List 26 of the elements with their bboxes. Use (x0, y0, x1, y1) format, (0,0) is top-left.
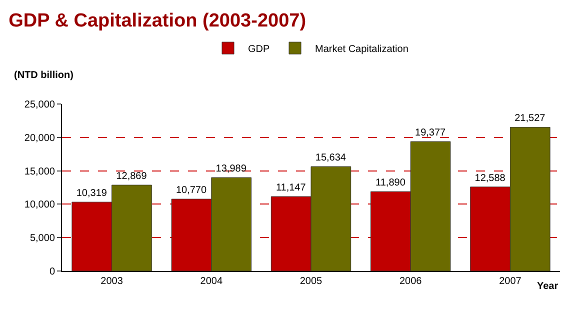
y-tick-label: 15,000 (24, 166, 56, 178)
data-label: 12,588 (474, 172, 506, 184)
x-tick-label: 2005 (300, 276, 323, 287)
data-label: 10,770 (176, 185, 207, 196)
data-label: 12,869 (116, 171, 148, 182)
x-tick-label: 2007 (499, 276, 522, 287)
legend-label: GDP (248, 44, 270, 55)
legend-label: Market Capitalization (315, 44, 408, 55)
y-axis-title: (NTD billion) (14, 70, 74, 81)
y-tick-label: 20,000 (24, 132, 56, 144)
x-tick-label: 2006 (399, 276, 422, 287)
x-axis-title: Year (537, 281, 558, 292)
data-label: 11,147 (276, 182, 306, 194)
data-label: 11,890 (376, 178, 406, 189)
data-label: 13,989 (216, 164, 247, 175)
data-label: 10,319 (76, 188, 108, 200)
y-tick-label: 10,000 (24, 200, 56, 211)
y-tick-label: 0 (49, 266, 56, 278)
y-tick-label: 25,000 (24, 100, 56, 110)
data-label: 19,377 (415, 128, 446, 139)
x-tick-label: 2004 (200, 276, 223, 287)
chart-title: GDP & Capitalization (2003-2007) (8, 10, 306, 32)
data-label: 15,634 (315, 152, 346, 164)
x-tick-label: 2003 (100, 276, 124, 287)
y-tick-label: 5,000 (30, 233, 56, 244)
data-label: 21,527 (514, 113, 546, 124)
